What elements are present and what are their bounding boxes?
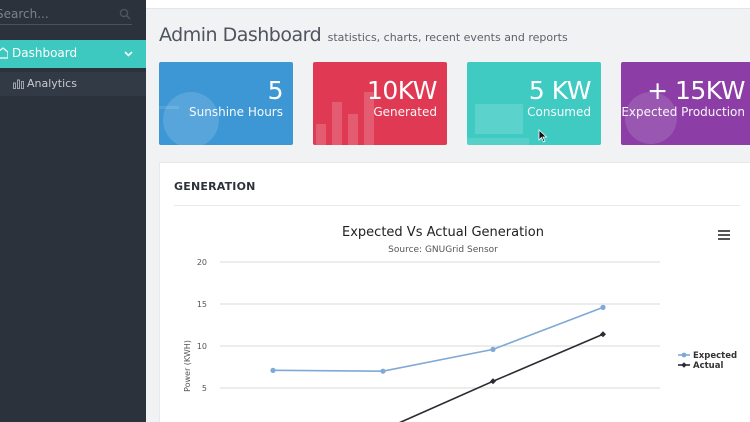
- stat-value: 5 KW: [528, 76, 592, 105]
- stat-tile-sunshine[interactable]: 5 Sunshine Hours: [159, 62, 293, 145]
- hamburger-menu-icon[interactable]: [718, 230, 730, 240]
- generation-chart: Expected Vs Actual Generation Source: GN…: [183, 225, 737, 422]
- home-icon: [0, 47, 8, 59]
- data-point-expected[interactable]: [600, 304, 606, 310]
- stat-label: Expected Production: [621, 105, 745, 119]
- y-tick-label: 20: [197, 258, 207, 267]
- sun-icon: [159, 92, 219, 145]
- page-subtitle: statistics, charts, recent events and re…: [327, 31, 568, 44]
- bar-chart-icon: [316, 92, 374, 145]
- sidebar-item-analytics[interactable]: Analytics: [0, 72, 146, 96]
- stat-label: Generated: [373, 105, 437, 119]
- chart-title: Expected Vs Actual Generation: [342, 225, 544, 240]
- data-point-actual[interactable]: [490, 378, 496, 385]
- sidebar: Search... Dashboard Analytics: [0, 0, 146, 422]
- sidebar-item-dashboard[interactable]: Dashboard: [0, 40, 146, 68]
- chart-subtitle: Source: GNUGrid Sensor: [388, 245, 498, 255]
- sidebar-item-label: Analytics: [27, 77, 77, 90]
- top-bar: [146, 0, 750, 9]
- legend-item-expected[interactable]: Expected: [678, 351, 737, 361]
- sidebar-item-label: Dashboard: [12, 46, 78, 60]
- search-icon[interactable]: [119, 8, 131, 20]
- globe-icon: [625, 92, 677, 144]
- stat-value: 5: [267, 76, 284, 105]
- page-title: Admin Dashboard statistics, charts, rece…: [159, 24, 568, 46]
- data-point-expected[interactable]: [380, 368, 386, 374]
- divider: [174, 205, 740, 206]
- stat-tile-expected-production[interactable]: + 15KW Expected Production: [621, 62, 750, 145]
- search-underline: [0, 24, 132, 25]
- stat-tile-consumed[interactable]: 5 KW Consumed: [467, 62, 601, 145]
- stat-value: 10KW: [366, 76, 438, 105]
- y-tick-label: 5: [202, 384, 207, 393]
- main-content: Admin Dashboard statistics, charts, rece…: [146, 0, 750, 422]
- mouse-cursor-icon: [538, 129, 548, 143]
- legend-label: Actual: [693, 361, 723, 371]
- legend-label: Expected: [693, 351, 737, 361]
- stat-label: Consumed: [527, 105, 591, 119]
- panel-heading: GENERATION: [174, 180, 256, 193]
- y-axis-label: Power (KWH): [183, 340, 192, 392]
- data-point-actual[interactable]: [600, 331, 606, 338]
- chevron-down-icon[interactable]: [124, 49, 133, 58]
- monitor-icon: [467, 104, 529, 145]
- stat-label: Sunshine Hours: [189, 105, 283, 119]
- y-tick-label: 10: [197, 342, 207, 351]
- bar-chart-icon: [13, 79, 24, 89]
- search-input[interactable]: Search...: [0, 7, 49, 21]
- y-tick-label: 15: [197, 300, 207, 309]
- search-box[interactable]: Search...: [0, 0, 146, 32]
- page-title-text: Admin Dashboard: [159, 24, 322, 46]
- stat-tile-generated[interactable]: 10KW Generated: [313, 62, 447, 145]
- generation-panel: GENERATION Expected Vs Actual Generation…: [159, 162, 750, 422]
- series-line-expected[interactable]: [272, 306, 604, 373]
- data-point-expected[interactable]: [270, 367, 276, 373]
- legend-item-actual[interactable]: Actual: [678, 361, 723, 371]
- stat-value: + 15KW: [647, 76, 745, 105]
- data-point-expected[interactable]: [490, 346, 496, 352]
